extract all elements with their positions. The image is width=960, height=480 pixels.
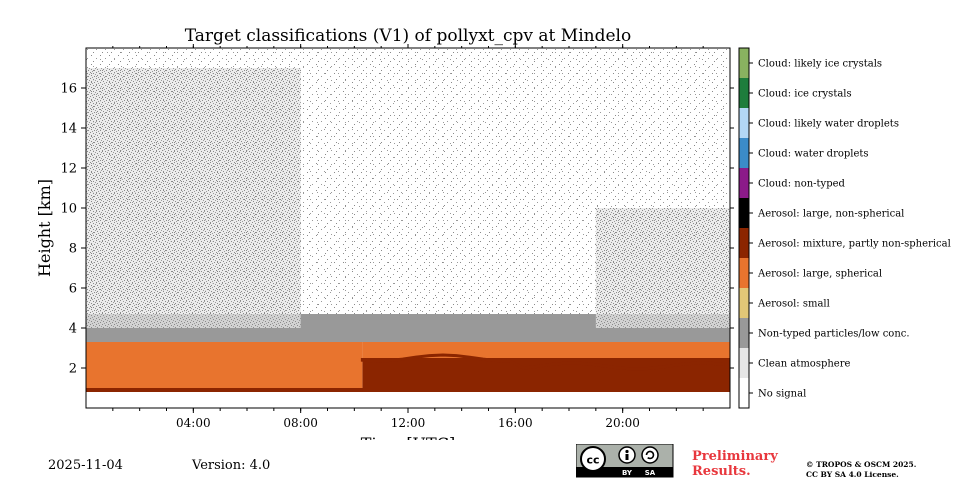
y-tick-label-6: 14 [60, 122, 77, 137]
colorbar-swatch-1 [739, 348, 749, 378]
colorbar-label-9: Cloud: likely water droplets [758, 119, 899, 130]
colorbar-swatch-7 [739, 168, 749, 198]
layer-1 [362, 358, 730, 392]
preliminary-line-2: Results. [692, 464, 751, 479]
colorbar-swatch-10 [739, 78, 749, 108]
y-tick-label-5: 12 [60, 162, 77, 177]
colorbar-swatch-5 [739, 228, 749, 258]
y-tick-label-2: 6 [69, 282, 77, 297]
y-tick-label-0: 2 [69, 362, 77, 377]
colorbar-swatch-2 [739, 318, 749, 348]
colorbar-label-7: Cloud: non-typed [758, 179, 846, 190]
x-tick-label-0: 04:00 [176, 416, 211, 430]
license-line-1: © TROPOS & OSCM 2025. [806, 460, 917, 469]
colorbar-label-6: Aerosol: large, non-spherical [757, 209, 904, 220]
sa-share-icon [641, 446, 659, 464]
x-axis: 04:00 08:00 12:00 16:00 20:00 [112, 44, 704, 430]
colorbar-label-4: Aerosol: large, spherical [757, 269, 882, 280]
upper-speckle [86, 48, 730, 314]
aerosol-boundary [360, 353, 725, 371]
plot-area [86, 48, 730, 408]
license-line-2: CC BY SA 4.0 License. [806, 470, 899, 479]
colorbar-label-2: Non-typed particles/low conc. [758, 329, 910, 340]
badge-sa-text: SA [645, 469, 656, 477]
colorbar-swatch-3 [739, 288, 749, 318]
colorbar-frame [738, 47, 750, 409]
preliminary-notice: Preliminary Results. [692, 449, 778, 479]
classification-chart: Target classifications (V1) of pollyxt_c… [35, 26, 951, 440]
colorbar-swatch-6 [739, 198, 749, 228]
x-axis-label: Time [UTC] [361, 434, 455, 440]
chart-title: Target classifications (V1) of pollyxt_c… [185, 26, 631, 46]
y-tick-label-3: 8 [69, 242, 77, 257]
preliminary-line-1: Preliminary [692, 449, 778, 464]
colorbar-label-11: Cloud: likely ice crystals [758, 59, 882, 70]
colorbar-swatch-0 [739, 378, 749, 408]
footer-date: 2025-11-04 [48, 458, 123, 473]
y-axis: 2 4 6 8 10 12 14 16 [60, 82, 734, 377]
colorbar-swatch-11 [739, 48, 749, 78]
x-tick-label-1: 08:00 [283, 416, 318, 430]
colorbar-label-8: Cloud: water droplets [758, 149, 869, 160]
badge-cc-text: cc [586, 454, 599, 467]
cc-circle-icon [580, 446, 606, 472]
colorbar-label-1: Clean atmosphere [758, 359, 851, 370]
x-tick-label-2: 12:00 [391, 416, 426, 430]
y-tick-label-7: 16 [60, 82, 77, 97]
footer-version: Version: 4.0 [192, 458, 271, 473]
cc-license-badge: cc BY SA [576, 444, 674, 478]
colorbar-label-5: Aerosol: mixture, partly non-spherical [757, 239, 951, 250]
badge-by-text: BY [622, 469, 633, 477]
license-notice: © TROPOS & OSCM 2025. CC BY SA 4.0 Licen… [806, 460, 916, 480]
y-axis-label: Height [km] [35, 179, 54, 277]
layer-3 [362, 342, 730, 358]
y-tick-label-1: 4 [69, 322, 77, 337]
x-tick-label-3: 16:00 [498, 416, 533, 430]
colorbar-swatch-8 [739, 138, 749, 168]
colorbar-legend: No signal Clean atmosphere Non-typed parti… [738, 47, 951, 409]
colorbar-swatch-9 [739, 108, 749, 138]
colorbar-swatch-4 [739, 258, 749, 288]
colorbar-label-10: Cloud: ice crystals [758, 89, 852, 100]
colorbar-label-0: No signal [758, 389, 806, 400]
x-tick-label-4: 20:00 [605, 416, 640, 430]
colorbar-label-3: Aerosol: small [757, 299, 830, 310]
y-tick-label-4: 10 [60, 202, 77, 217]
